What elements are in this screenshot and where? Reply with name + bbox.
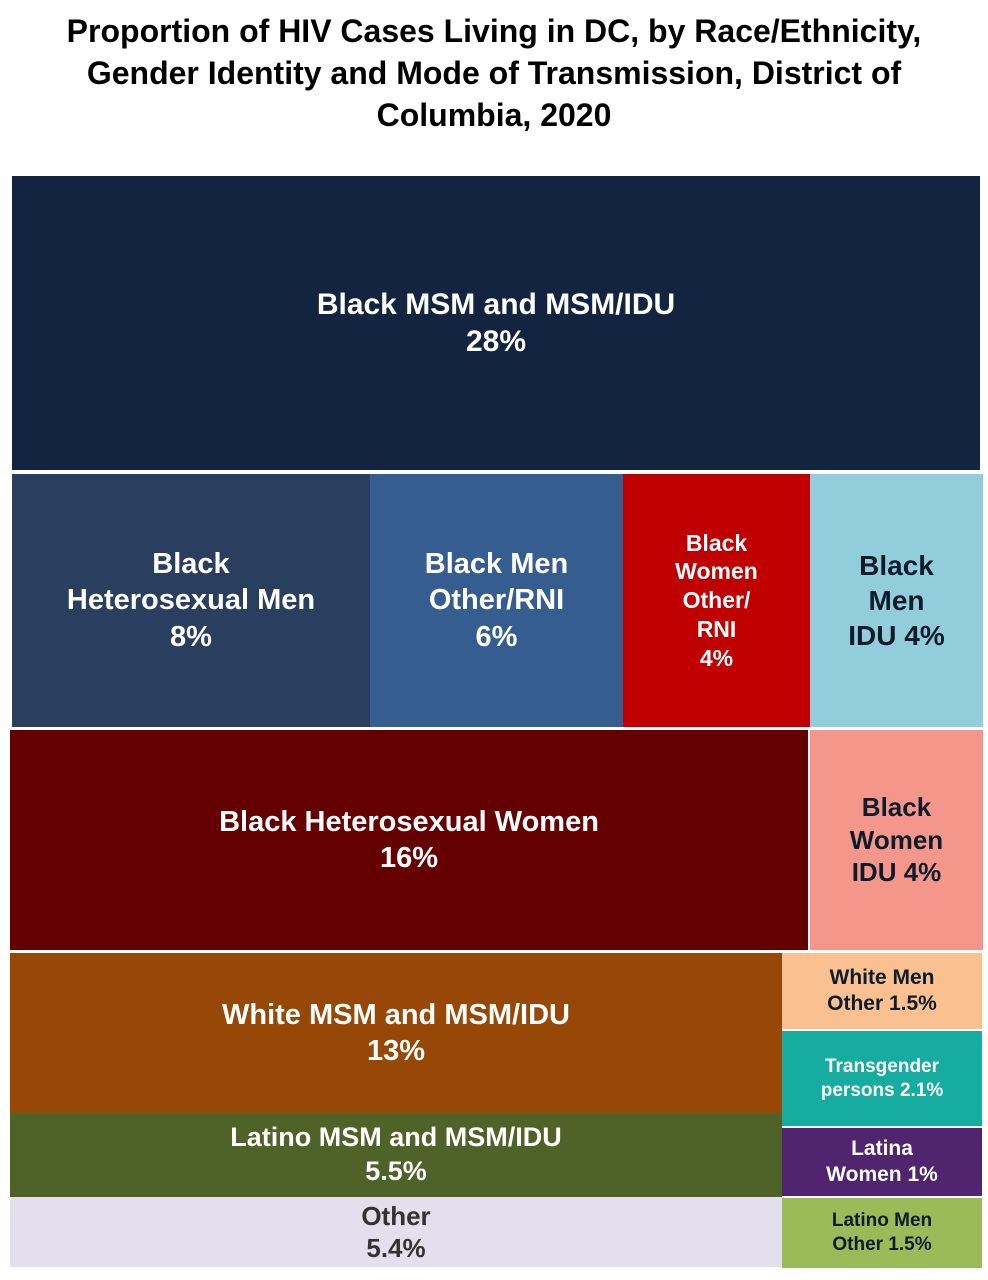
tile-latino-msm: Latino MSM and MSM/IDU 5.5% bbox=[10, 1113, 782, 1197]
tile-transgender: Transgender persons 2.1% bbox=[782, 1031, 982, 1126]
tile-value-label: 8% bbox=[170, 620, 212, 653]
title-line-2: Gender Identity and Mode of Transmission… bbox=[86, 55, 902, 91]
tile-value-label: IDU 4% bbox=[851, 857, 942, 888]
chart-title: Proportion of HIV Cases Living in DC, by… bbox=[0, 10, 988, 136]
title-line-3: Columbia, 2020 bbox=[376, 97, 612, 133]
tile-black-het-women: Black Heterosexual Women 16% bbox=[10, 730, 808, 950]
tile-black-men-idu: Black Men IDU 4% bbox=[810, 474, 983, 727]
tile-label: Black Men bbox=[424, 548, 569, 581]
tile-value-label: 13% bbox=[366, 1035, 426, 1067]
tile-label: Women bbox=[849, 824, 944, 855]
tile-black-men-other: Black Men Other/RNI 6% bbox=[370, 474, 623, 727]
tile-label: Heterosexual Men bbox=[66, 584, 316, 617]
tile-label: Other bbox=[361, 1200, 431, 1231]
tile-value-label: Other 1.5% bbox=[832, 1234, 932, 1255]
tile-label: Black bbox=[685, 529, 748, 556]
tile-white-men-other: White Men Other 1.5% bbox=[782, 953, 982, 1029]
tile-latina-women: Latina Women 1% bbox=[782, 1128, 982, 1196]
tile-label: Other/ bbox=[682, 587, 751, 614]
tile-black-het-men: Black Heterosexual Men 8% bbox=[12, 474, 370, 727]
tile-label: Black bbox=[861, 792, 932, 823]
tile-value-label: 5.5% bbox=[365, 1156, 427, 1186]
tile-value-label: 28% bbox=[465, 325, 527, 358]
tile-black-msm: Black MSM and MSM/IDU 28% bbox=[12, 176, 980, 470]
tile-label: White Men bbox=[829, 965, 935, 989]
tile-value-label: IDU 4% bbox=[848, 620, 945, 651]
tile-label: Other/RNI bbox=[428, 584, 565, 617]
tile-value-label: persons 2.1% bbox=[820, 1079, 944, 1101]
tile-black-women-other: Black Women Other/RNI 4% bbox=[623, 474, 810, 727]
tile-label: RNI bbox=[696, 615, 737, 642]
tile-value-label: 4% bbox=[699, 644, 734, 671]
tile-label: Latino Men bbox=[831, 1210, 933, 1232]
tile-black-women-idu: Black Women IDU 4% bbox=[810, 730, 983, 950]
tile-label: Black bbox=[152, 548, 230, 581]
tile-label: Latina bbox=[851, 1136, 913, 1160]
tile-label: Women bbox=[675, 558, 758, 585]
tile-label: Black bbox=[859, 550, 934, 581]
tile-label: White MSM and MSM/IDU bbox=[222, 998, 570, 1031]
tile-label: Men bbox=[868, 585, 925, 616]
tile-value-label: Other 1.5% bbox=[827, 992, 937, 1015]
tile-latino-men-other: Latino Men Other 1.5% bbox=[782, 1198, 982, 1268]
tile-label: Latino MSM and MSM/IDU bbox=[230, 1122, 562, 1153]
tile-white-msm: White MSM and MSM/IDU 13% bbox=[10, 953, 782, 1113]
tile-label: Black MSM and MSM/IDU bbox=[316, 287, 676, 321]
tile-value-label: 16% bbox=[379, 842, 439, 874]
tile-label: Black Heterosexual Women bbox=[219, 805, 599, 838]
title-line-1: Proportion of HIV Cases Living in DC, by… bbox=[66, 13, 922, 49]
tile-value-label: 6% bbox=[475, 620, 518, 653]
tile-other: Other 5.4% bbox=[10, 1197, 782, 1267]
tile-value-label: 5.4% bbox=[366, 1233, 426, 1263]
tile-label: Transgender bbox=[824, 1055, 940, 1077]
tile-value-label: Women 1% bbox=[826, 1163, 938, 1186]
